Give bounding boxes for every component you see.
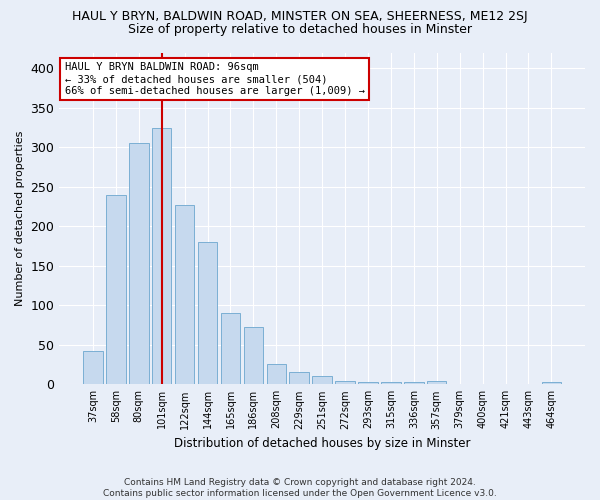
Text: HAUL Y BRYN BALDWIN ROAD: 96sqm
← 33% of detached houses are smaller (504)
66% o: HAUL Y BRYN BALDWIN ROAD: 96sqm ← 33% of…: [65, 62, 365, 96]
Bar: [358, 382, 378, 384]
Bar: [83, 351, 103, 384]
Text: HAUL Y BRYN, BALDWIN ROAD, MINSTER ON SEA, SHEERNESS, ME12 2SJ: HAUL Y BRYN, BALDWIN ROAD, MINSTER ON SE…: [72, 10, 528, 23]
Bar: [381, 382, 401, 384]
Bar: [244, 328, 263, 384]
Bar: [152, 128, 172, 384]
Y-axis label: Number of detached properties: Number of detached properties: [15, 130, 25, 306]
Bar: [266, 364, 286, 384]
Bar: [106, 194, 125, 384]
Bar: [427, 381, 446, 384]
Bar: [221, 313, 240, 384]
Bar: [313, 376, 332, 384]
Text: Size of property relative to detached houses in Minster: Size of property relative to detached ho…: [128, 22, 472, 36]
Bar: [175, 205, 194, 384]
Bar: [404, 382, 424, 384]
Bar: [542, 382, 561, 384]
X-axis label: Distribution of detached houses by size in Minster: Distribution of detached houses by size …: [174, 437, 470, 450]
Bar: [129, 144, 149, 384]
Bar: [198, 242, 217, 384]
Bar: [335, 381, 355, 384]
Bar: [289, 372, 309, 384]
Text: Contains HM Land Registry data © Crown copyright and database right 2024.
Contai: Contains HM Land Registry data © Crown c…: [103, 478, 497, 498]
